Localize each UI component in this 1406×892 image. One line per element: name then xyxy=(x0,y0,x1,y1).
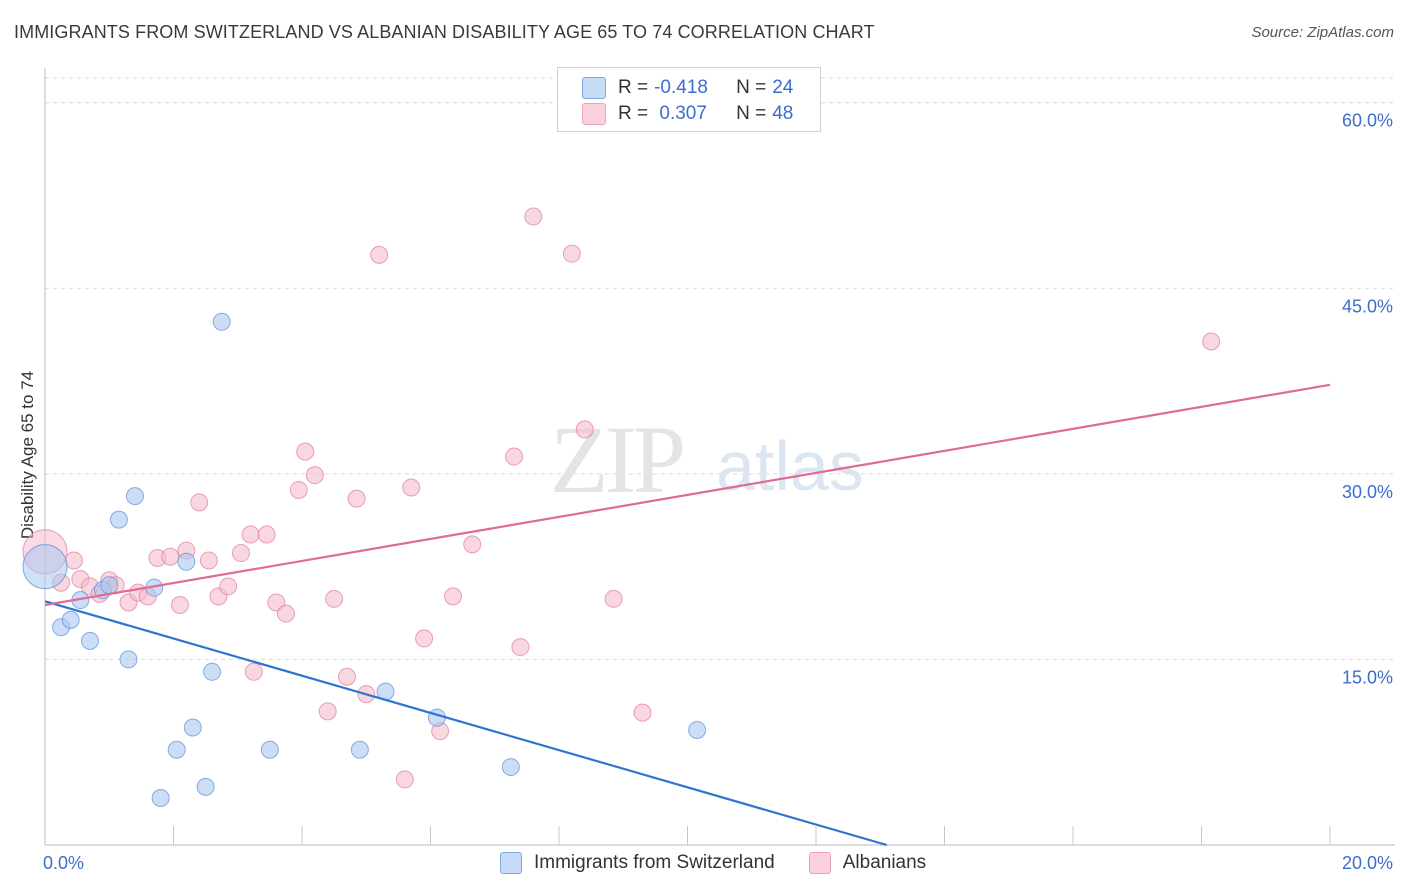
switzerland-point xyxy=(100,576,119,595)
legend-r-value: 0.307 xyxy=(654,103,707,124)
switzerland-point xyxy=(109,510,128,529)
albanians-point xyxy=(575,420,594,439)
legend-n-label: N = xyxy=(736,77,767,98)
switzerland-point xyxy=(688,720,707,739)
albanians-point xyxy=(463,535,482,554)
legend-r-label: R = xyxy=(618,77,649,98)
switzerland-point xyxy=(183,718,202,737)
x-tick-label: 0.0% xyxy=(43,853,84,873)
y-tick-label: 15.0% xyxy=(1342,667,1393,687)
switzerland-points xyxy=(22,312,707,807)
series-legend: Immigrants from Switzerland Albanians xyxy=(500,852,960,874)
legend-n-value: 24 xyxy=(772,77,794,98)
x-tick-label: 20.0% xyxy=(1342,853,1393,873)
legend-swatch-blue xyxy=(582,77,606,99)
albanians-point xyxy=(604,589,623,608)
albanians-point xyxy=(1202,332,1221,351)
switzerland-point xyxy=(260,740,279,759)
albanians-point xyxy=(318,702,337,721)
albanians-point xyxy=(370,245,389,264)
albanians-point xyxy=(443,587,462,606)
switzerland-point xyxy=(151,788,170,807)
switzerland-point xyxy=(177,552,196,571)
albanians-point xyxy=(199,551,218,570)
switzerland-point xyxy=(119,650,138,669)
switzerland-point xyxy=(203,662,222,681)
legend-row-switzerland: R = -0.418 N = 24 xyxy=(582,76,793,100)
albanians-point xyxy=(524,207,543,226)
legend-swatch-pink xyxy=(808,852,831,874)
legend-n-label: N = xyxy=(736,103,767,124)
source-label: Source: ZipAtlas.com xyxy=(1251,24,1394,41)
albanians-point xyxy=(170,596,189,615)
switzerland-trend-line xyxy=(44,600,887,847)
tick-labels: 15.0% 30.0% 45.0% 60.0% 0.0% 20.0% xyxy=(43,111,1393,873)
legend-r-value: -0.418 xyxy=(654,77,708,98)
albanians-point xyxy=(402,478,421,497)
albanians-point xyxy=(190,493,209,512)
albanians-point xyxy=(241,525,260,544)
albanians-point xyxy=(161,547,180,566)
albanians-point xyxy=(562,244,581,263)
watermark: ZIP atlas xyxy=(550,406,864,513)
watermark-zip: ZIP xyxy=(550,406,683,513)
grid-lines xyxy=(45,77,1395,660)
switzerland-point xyxy=(196,777,215,796)
albanians-point xyxy=(296,442,315,461)
switzerland-point xyxy=(167,740,186,759)
albanians-point xyxy=(289,480,308,499)
correlation-legend: R = -0.418 N = 24 R = 0.307 N = 48 xyxy=(557,67,821,132)
albanians-point xyxy=(395,770,414,789)
albanians-point xyxy=(64,551,83,570)
albanians-point xyxy=(244,662,263,681)
legend-item-albanians: Albanians xyxy=(808,852,927,874)
y-tick-label: 30.0% xyxy=(1342,482,1393,502)
trend-lines xyxy=(44,383,1331,847)
legend-item-switzerland: Immigrants from Switzerland xyxy=(500,852,775,874)
legend-r-label: R = xyxy=(618,103,649,124)
albanians-point xyxy=(219,577,238,596)
y-tick-label: 45.0% xyxy=(1342,296,1393,316)
switzerland-point xyxy=(80,631,99,650)
chart-title: IMMIGRANTS FROM SWITZERLAND VS ALBANIAN … xyxy=(14,22,875,42)
albanians-point xyxy=(231,544,250,563)
switzerland-point xyxy=(61,610,80,629)
albanians-point xyxy=(337,667,356,686)
switzerland-point xyxy=(125,487,144,506)
albanians-trend-line xyxy=(44,383,1331,607)
legend-label-albanians: Albanians xyxy=(842,852,927,873)
legend-n-value: 48 xyxy=(772,103,794,124)
legend-row-albanians: R = 0.307 N = 48 xyxy=(582,102,793,126)
axes xyxy=(44,68,1395,846)
albanians-point xyxy=(511,638,530,657)
switzerland-point xyxy=(22,544,68,590)
albanians-point xyxy=(305,466,324,485)
albanians-point xyxy=(415,629,434,648)
watermark-atlas: atlas xyxy=(716,427,864,505)
switzerland-point xyxy=(212,312,231,331)
legend-swatch-pink xyxy=(582,103,606,125)
legend-label-switzerland: Immigrants from Switzerland xyxy=(534,852,775,873)
albanians-point xyxy=(347,489,366,508)
albanians-point xyxy=(325,589,344,608)
switzerland-point xyxy=(501,758,520,777)
legend-swatch-blue xyxy=(500,852,522,874)
albanians-point xyxy=(276,604,295,623)
y-tick-label: 60.0% xyxy=(1342,111,1393,131)
switzerland-point xyxy=(350,740,369,759)
albanians-point xyxy=(505,447,524,466)
albanians-point xyxy=(257,525,276,544)
albanians-point xyxy=(633,703,652,722)
